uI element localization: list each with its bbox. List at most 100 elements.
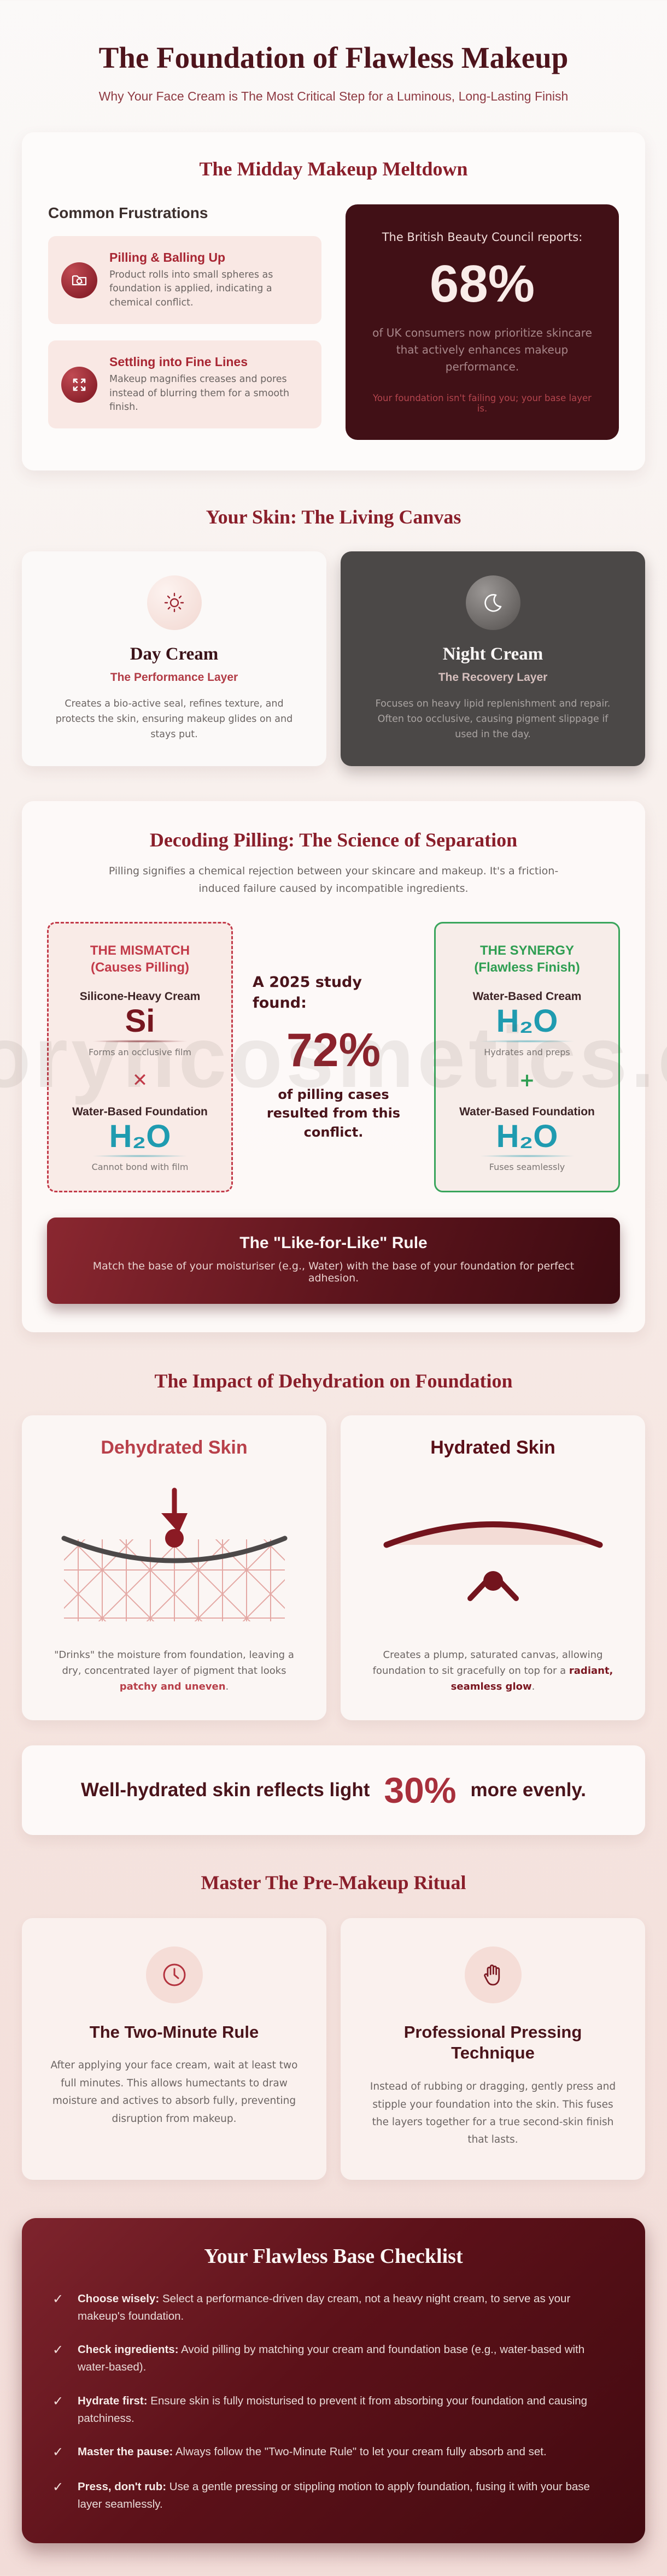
pressing-technique-text: Instead of rubbing or dragging, gently p… bbox=[370, 2081, 616, 2146]
reflect-suffix: more evenly. bbox=[470, 1779, 586, 1801]
study-stat: A 2025 study found: 72% of pilling cases… bbox=[253, 972, 414, 1142]
checklist-item-lead: Hydrate first: bbox=[78, 2394, 148, 2407]
mismatch-top-label: Silicone-Heavy Cream bbox=[79, 990, 201, 1003]
synergy-bottom-caption: Fuses seamlessly bbox=[489, 1162, 565, 1173]
symbol-underline bbox=[479, 1155, 575, 1158]
stat-description: of UK consumers now prioritize skincare … bbox=[372, 326, 592, 373]
stat-value: 68% bbox=[429, 255, 535, 313]
mismatch-heading: THE MISMATCH (Causes Pilling) bbox=[90, 943, 190, 975]
night-cream-text: Focuses on heavy lipid replenishment and… bbox=[375, 698, 611, 740]
check-icon: ✓ bbox=[52, 2342, 64, 2358]
meltdown-title: The Midday Makeup Meltdown bbox=[199, 158, 468, 180]
two-minute-rule-title: The Two-Minute Rule bbox=[89, 2022, 259, 2042]
page-subtitle: Why Your Face Cream is The Most Critical… bbox=[98, 89, 569, 103]
checklist-card: Your Flawless Base Checklist ✓ Choose wi… bbox=[22, 2218, 645, 2544]
dehydrated-skin-graphic bbox=[61, 1487, 287, 1622]
checklist-item-text: Ensure skin is fully moisturised to prev… bbox=[78, 2394, 588, 2425]
canvas-title: Your Skin: The Living Canvas bbox=[206, 506, 461, 528]
reflect-light-banner: Well-hydrated skin reflects light 30% mo… bbox=[22, 1745, 645, 1835]
dehydrated-skin-card: Dehydrated Skin "Drinks" the moisture fr… bbox=[22, 1415, 326, 1720]
symbol-underline bbox=[92, 1155, 188, 1158]
check-icon: ✓ bbox=[52, 2393, 64, 2409]
rule-title: The "Like-for-Like" Rule bbox=[239, 1234, 428, 1252]
checklist-item: ✓ Press, don't rub: Use a gentle pressin… bbox=[52, 2478, 615, 2513]
ritual-title: Master The Pre-Makeup Ritual bbox=[201, 1871, 466, 1893]
study-caption: of pilling cases resulted from this conf… bbox=[266, 1086, 401, 1140]
frustrations-column: Common Frustrations Pilling & Balling Up… bbox=[48, 204, 321, 440]
frustration-title: Pilling & Balling Up bbox=[109, 250, 226, 264]
study-lead: A 2025 study found: bbox=[253, 973, 362, 1011]
cross-icon: ✕ bbox=[132, 1069, 148, 1091]
two-minute-rule-text: After applying your face cream, wait at … bbox=[50, 2060, 298, 2125]
hydrated-skin-graphic bbox=[383, 1521, 602, 1602]
synergy-top-label: Water-Based Cream bbox=[472, 990, 582, 1003]
synergy-heading: THE SYNERGY (Flawless Finish) bbox=[474, 943, 580, 975]
frustration-text: Product rolls into small spheres as foun… bbox=[109, 269, 273, 308]
checklist-item: ✓ Hydrate first: Ensure skin is fully mo… bbox=[52, 2392, 615, 2427]
check-icon: ✓ bbox=[52, 2479, 64, 2495]
hydrated-skin-title: Hydrated Skin bbox=[430, 1437, 555, 1458]
day-cream-card: Day Cream The Performance Layer Creates … bbox=[22, 551, 326, 766]
mismatch-panel: THE MISMATCH (Causes Pilling) Silicone-H… bbox=[47, 921, 233, 1193]
symbol-underline bbox=[92, 1039, 188, 1043]
expand-arrows-icon bbox=[61, 366, 97, 403]
day-cream-subtitle: The Performance Layer bbox=[110, 671, 238, 684]
section-midday-meltdown: The Midday Makeup Meltdown Common Frustr… bbox=[22, 132, 645, 470]
reflect-prefix: Well-hydrated skin reflects light bbox=[81, 1779, 370, 1801]
pressing-technique-card: Professional Pressing Technique Instead … bbox=[341, 1918, 645, 2180]
hand-icon bbox=[464, 1946, 522, 2003]
dehydration-title: The Impact of Dehydration on Foundation bbox=[154, 1370, 513, 1392]
dehydrated-skin-text: "Drinks" the moisture from foundation, l… bbox=[54, 1649, 294, 1692]
section-decoding-pilling: Decoding Pilling: The Science of Separat… bbox=[22, 801, 645, 1333]
two-minute-rule-card: The Two-Minute Rule After applying your … bbox=[22, 1918, 326, 2180]
mismatch-top-caption: Forms an occlusive film bbox=[88, 1046, 191, 1057]
check-icon: ✓ bbox=[52, 2444, 64, 2460]
stat-source: The British Beauty Council reports: bbox=[382, 231, 583, 244]
reflect-value: 30% bbox=[384, 1769, 457, 1810]
sun-icon bbox=[147, 575, 202, 630]
checklist-item-lead: Choose wisely: bbox=[78, 2292, 160, 2305]
hydrated-skin-card: Hydrated Skin Creates a plump, saturated… bbox=[341, 1415, 645, 1720]
synergy-panel: THE SYNERGY (Flawless Finish) Water-Base… bbox=[434, 921, 620, 1193]
mismatch-bottom-caption: Cannot bond with film bbox=[91, 1162, 189, 1173]
frustration-title: Settling into Fine Lines bbox=[109, 355, 248, 369]
day-cream-title: Day Cream bbox=[130, 644, 219, 664]
study-value: 72% bbox=[286, 1024, 381, 1077]
moon-icon bbox=[465, 575, 520, 630]
checklist-item-lead: Press, don't rub: bbox=[78, 2480, 167, 2493]
water-symbol: H₂O bbox=[496, 1003, 558, 1039]
pressing-technique-title: Professional Pressing Technique bbox=[403, 2022, 582, 2063]
stat-note: Your foundation isn't failing you; your … bbox=[373, 393, 592, 414]
check-icon: ✓ bbox=[52, 2291, 64, 2307]
checklist-item: ✓ Check ingredients: Avoid pilling by ma… bbox=[52, 2341, 615, 2376]
dehydrated-highlight: patchy and uneven bbox=[119, 1680, 226, 1692]
checklist-title: Your Flawless Base Checklist bbox=[204, 2244, 463, 2268]
day-cream-text: Creates a bio-active seal, refines textu… bbox=[55, 698, 293, 740]
water-symbol: H₂O bbox=[496, 1118, 558, 1154]
frustrations-heading: Common Frustrations bbox=[48, 204, 208, 221]
checklist-item-text: Always follow the "Two-Minute Rule" to l… bbox=[173, 2445, 547, 2459]
checklist-item: ✓ Choose wisely: Select a performance-dr… bbox=[52, 2290, 615, 2325]
stat-card: The British Beauty Council reports: 68% … bbox=[346, 204, 619, 440]
checklist-item: ✓ Master the pause: Always follow the "T… bbox=[52, 2443, 615, 2462]
pilling-title: Decoding Pilling: The Science of Separat… bbox=[149, 829, 518, 851]
page-title: The Foundation of Flawless Makeup bbox=[98, 41, 569, 74]
pilling-icon bbox=[61, 262, 97, 298]
synergy-bottom-label: Water-Based Foundation bbox=[459, 1105, 595, 1118]
night-cream-title: Night Cream bbox=[442, 644, 543, 664]
hydrated-highlight: radiant, seamless glow bbox=[450, 1665, 613, 1692]
synergy-top-caption: Hydrates and preps bbox=[484, 1046, 570, 1057]
checklist-item-lead: Check ingredients: bbox=[78, 2343, 179, 2356]
dehydrated-skin-title: Dehydrated Skin bbox=[101, 1437, 248, 1458]
page-container: The Foundation of Flawless Makeup Why Yo… bbox=[22, 0, 645, 2576]
symbol-underline bbox=[479, 1039, 575, 1043]
night-cream-subtitle: The Recovery Layer bbox=[438, 671, 548, 684]
silicone-symbol: Si bbox=[125, 1003, 155, 1039]
frustration-card-pilling: Pilling & Balling Up Product rolls into … bbox=[48, 236, 321, 325]
like-for-like-banner: The "Like-for-Like" Rule Match the base … bbox=[47, 1218, 620, 1304]
frustration-card-fine-lines: Settling into Fine Lines Makeup magnifie… bbox=[48, 340, 321, 429]
clock-icon bbox=[145, 1946, 203, 2003]
mismatch-bottom-label: Water-Based Foundation bbox=[72, 1105, 208, 1118]
plus-icon: + bbox=[519, 1069, 535, 1091]
night-cream-card: Night Cream The Recovery Layer Focuses o… bbox=[341, 551, 645, 766]
